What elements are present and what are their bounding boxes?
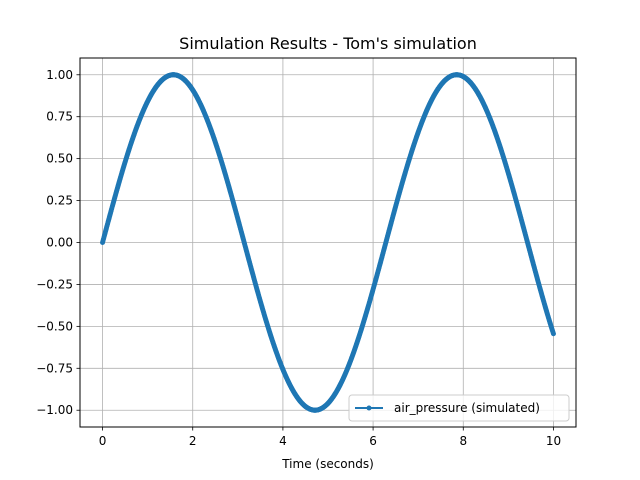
legend-marker-swatch <box>366 405 372 411</box>
legend-box <box>348 394 570 422</box>
y-tick-label: −0.75 <box>36 361 73 375</box>
y-tick-label: −0.50 <box>36 319 73 333</box>
x-tick-label: 6 <box>369 434 377 448</box>
data-point <box>550 331 556 337</box>
x-tick-label: 2 <box>189 434 197 448</box>
y-tick-label: 0.50 <box>46 152 73 166</box>
series-layer <box>100 72 556 413</box>
x-tick-label: 10 <box>546 434 561 448</box>
legend: air_pressure (simulated) <box>348 394 570 422</box>
x-tick-label: 8 <box>459 434 467 448</box>
legend-label: air_pressure (simulated) <box>394 401 540 415</box>
y-tick-label: 0.00 <box>46 236 73 250</box>
y-tick-label: 1.00 <box>46 68 73 82</box>
y-tick-label: 0.75 <box>46 110 73 124</box>
x-axis-label: Time (seconds) <box>281 457 374 471</box>
y-tick-label: 0.25 <box>46 194 73 208</box>
y-tick-label: −1.00 <box>36 403 73 417</box>
series-markers-air-pressure <box>100 72 556 413</box>
axis-ticks: 0 2 4 6 8 10 −1.00 −0.75 −0.50 −0.25 0.00 0.25 0.50 0… <box>36 68 561 448</box>
x-tick-label: 4 <box>279 434 287 448</box>
chart-title: Simulation Results - Tom's simulation <box>179 34 477 53</box>
x-tick-label: 0 <box>99 434 107 448</box>
y-tick-label: −0.25 <box>36 277 73 291</box>
grid-lines <box>80 58 576 427</box>
